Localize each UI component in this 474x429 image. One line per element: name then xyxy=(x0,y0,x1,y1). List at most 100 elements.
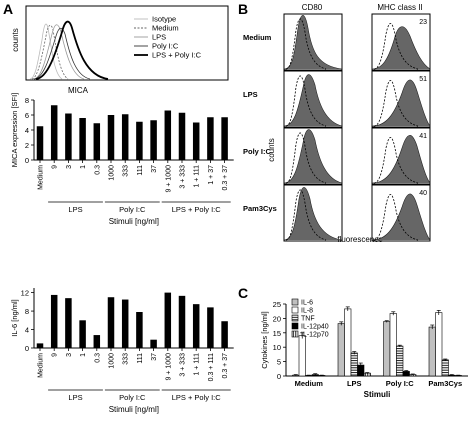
bar xyxy=(107,297,115,348)
bar xyxy=(178,112,186,160)
histogram-stimulated xyxy=(283,187,343,241)
flow-panel-frame xyxy=(283,127,343,185)
row-label: Medium xyxy=(243,33,272,42)
y-tick-label: 8 xyxy=(25,96,29,105)
x-tick-label: 3 + 333 xyxy=(180,165,187,189)
row-label: Poly I:C xyxy=(243,147,272,156)
flow-panel-frame xyxy=(371,70,431,128)
bar xyxy=(389,313,397,377)
mhc-value: 23 xyxy=(419,19,427,26)
histogram-mica: counts MICA Isotype Medium LPS Poly I:C … xyxy=(11,5,229,95)
flow-xlabel: fluorescence xyxy=(337,235,383,244)
x-tick-label: 0.3 xyxy=(94,353,101,363)
flow-panel-frame xyxy=(371,184,431,242)
histogram-stimulated xyxy=(283,14,343,70)
x-tick-label: 1 + 111 xyxy=(194,165,201,188)
curve-medium xyxy=(31,24,69,80)
mhc-value: 40 xyxy=(419,190,427,197)
legend-label: TNF xyxy=(301,316,315,323)
y-axis-label: IL-6 [ng/ml] xyxy=(10,299,19,337)
x-tick-label: LPS xyxy=(347,379,362,388)
bar xyxy=(136,312,143,348)
histogram-xlabel: MICA xyxy=(68,86,89,95)
x-tick-label: 3 xyxy=(66,353,73,357)
mhc-value: 51 xyxy=(419,76,427,83)
legend-lps: LPS xyxy=(152,33,166,42)
x-tick-label: 111 xyxy=(137,353,144,364)
x-tick-label: 9 xyxy=(52,353,59,357)
histogram-legend: Isotype Medium LPS Poly I:C LPS + Poly I… xyxy=(134,15,202,60)
legend-lps-polyic: LPS + Poly I:C xyxy=(152,51,202,60)
x-axis-label: Stimuli [ng/ml] xyxy=(109,405,159,414)
bar xyxy=(192,304,200,348)
y-axis-label: MICA expression [SFI] xyxy=(10,93,19,168)
legend-swatch xyxy=(291,322,299,330)
y-tick-label: 5 xyxy=(277,358,281,367)
x-tick-label: 333 xyxy=(123,353,130,365)
flow-panel-frame xyxy=(283,70,343,128)
group-label: LPS + Poly I:C xyxy=(172,393,222,402)
legend-label: IL-12p40 xyxy=(301,324,329,331)
row-label: Pam3Cys xyxy=(243,204,277,213)
x-tick-label: 1000 xyxy=(109,165,116,181)
bar xyxy=(178,295,186,348)
legend-swatch xyxy=(291,306,299,314)
panel-label-b: B xyxy=(238,1,248,17)
y-tick-label: 4 xyxy=(25,326,29,335)
y-tick-label: 10 xyxy=(273,343,281,352)
y-axis-label: Cytokines [ng/ml] xyxy=(260,311,269,369)
bar xyxy=(79,118,86,160)
histogram-stimulated xyxy=(371,79,431,127)
bar xyxy=(221,321,228,348)
histogram-control xyxy=(285,189,327,241)
histogram-stimulated xyxy=(371,193,431,241)
legend-label: IL-6 xyxy=(301,300,313,307)
bar xyxy=(396,345,404,377)
y-tick-label: 2 xyxy=(25,141,29,150)
bar xyxy=(121,114,129,160)
y-tick-label: 0 xyxy=(25,156,29,165)
histogram-stimulated xyxy=(371,26,431,70)
panel-label-a: A xyxy=(3,1,13,17)
histogram-control xyxy=(373,80,419,127)
histogram-ylabel: counts xyxy=(11,28,20,52)
bar xyxy=(36,126,44,160)
y-tick-label: 4 xyxy=(25,126,29,135)
x-tick-label: 333 xyxy=(123,165,130,177)
col-header-mhc: MHC class II xyxy=(377,3,422,12)
x-tick-label: Medium xyxy=(295,379,324,388)
x-tick-label: 0.3 xyxy=(94,165,101,175)
x-tick-label: 9 xyxy=(52,165,59,169)
legend-swatch xyxy=(291,330,299,338)
curve-lps-polyic xyxy=(35,20,109,80)
chart-mica-expression: 0 2 4 6 8 MICA expression [SFI] Medium 9 3 1 0.3 10… xyxy=(10,93,234,226)
legend-medium: Medium xyxy=(152,24,179,33)
legend-label: IL-8 xyxy=(301,308,313,315)
bar xyxy=(441,359,449,377)
bar xyxy=(136,121,143,160)
bar xyxy=(107,115,115,160)
group-label: Poly I:C xyxy=(119,393,146,402)
legend-polyic: Poly I:C xyxy=(152,42,179,51)
curve-polyic xyxy=(33,27,91,80)
y-tick-label: 12 xyxy=(21,289,29,298)
y-tick-label: 15 xyxy=(273,329,281,338)
bar xyxy=(164,292,172,348)
legend-isotype: Isotype xyxy=(152,15,176,24)
histogram-control xyxy=(373,23,419,70)
x-tick-label: Pam3Cys xyxy=(428,379,462,388)
legend-swatch xyxy=(291,314,299,322)
x-tick-label: 1 xyxy=(80,353,87,357)
y-tick-label: 0 xyxy=(277,372,281,381)
x-tick-label: 3 + 333 xyxy=(180,353,187,377)
bar xyxy=(65,298,72,348)
histogram-control xyxy=(285,75,327,127)
y-tick-label: 8 xyxy=(25,307,29,316)
histogram-stimulated xyxy=(283,74,343,127)
bar xyxy=(435,312,443,377)
bar xyxy=(337,323,345,377)
x-tick-label: 1 + 37 xyxy=(208,165,215,185)
legend-swatch xyxy=(291,298,299,306)
